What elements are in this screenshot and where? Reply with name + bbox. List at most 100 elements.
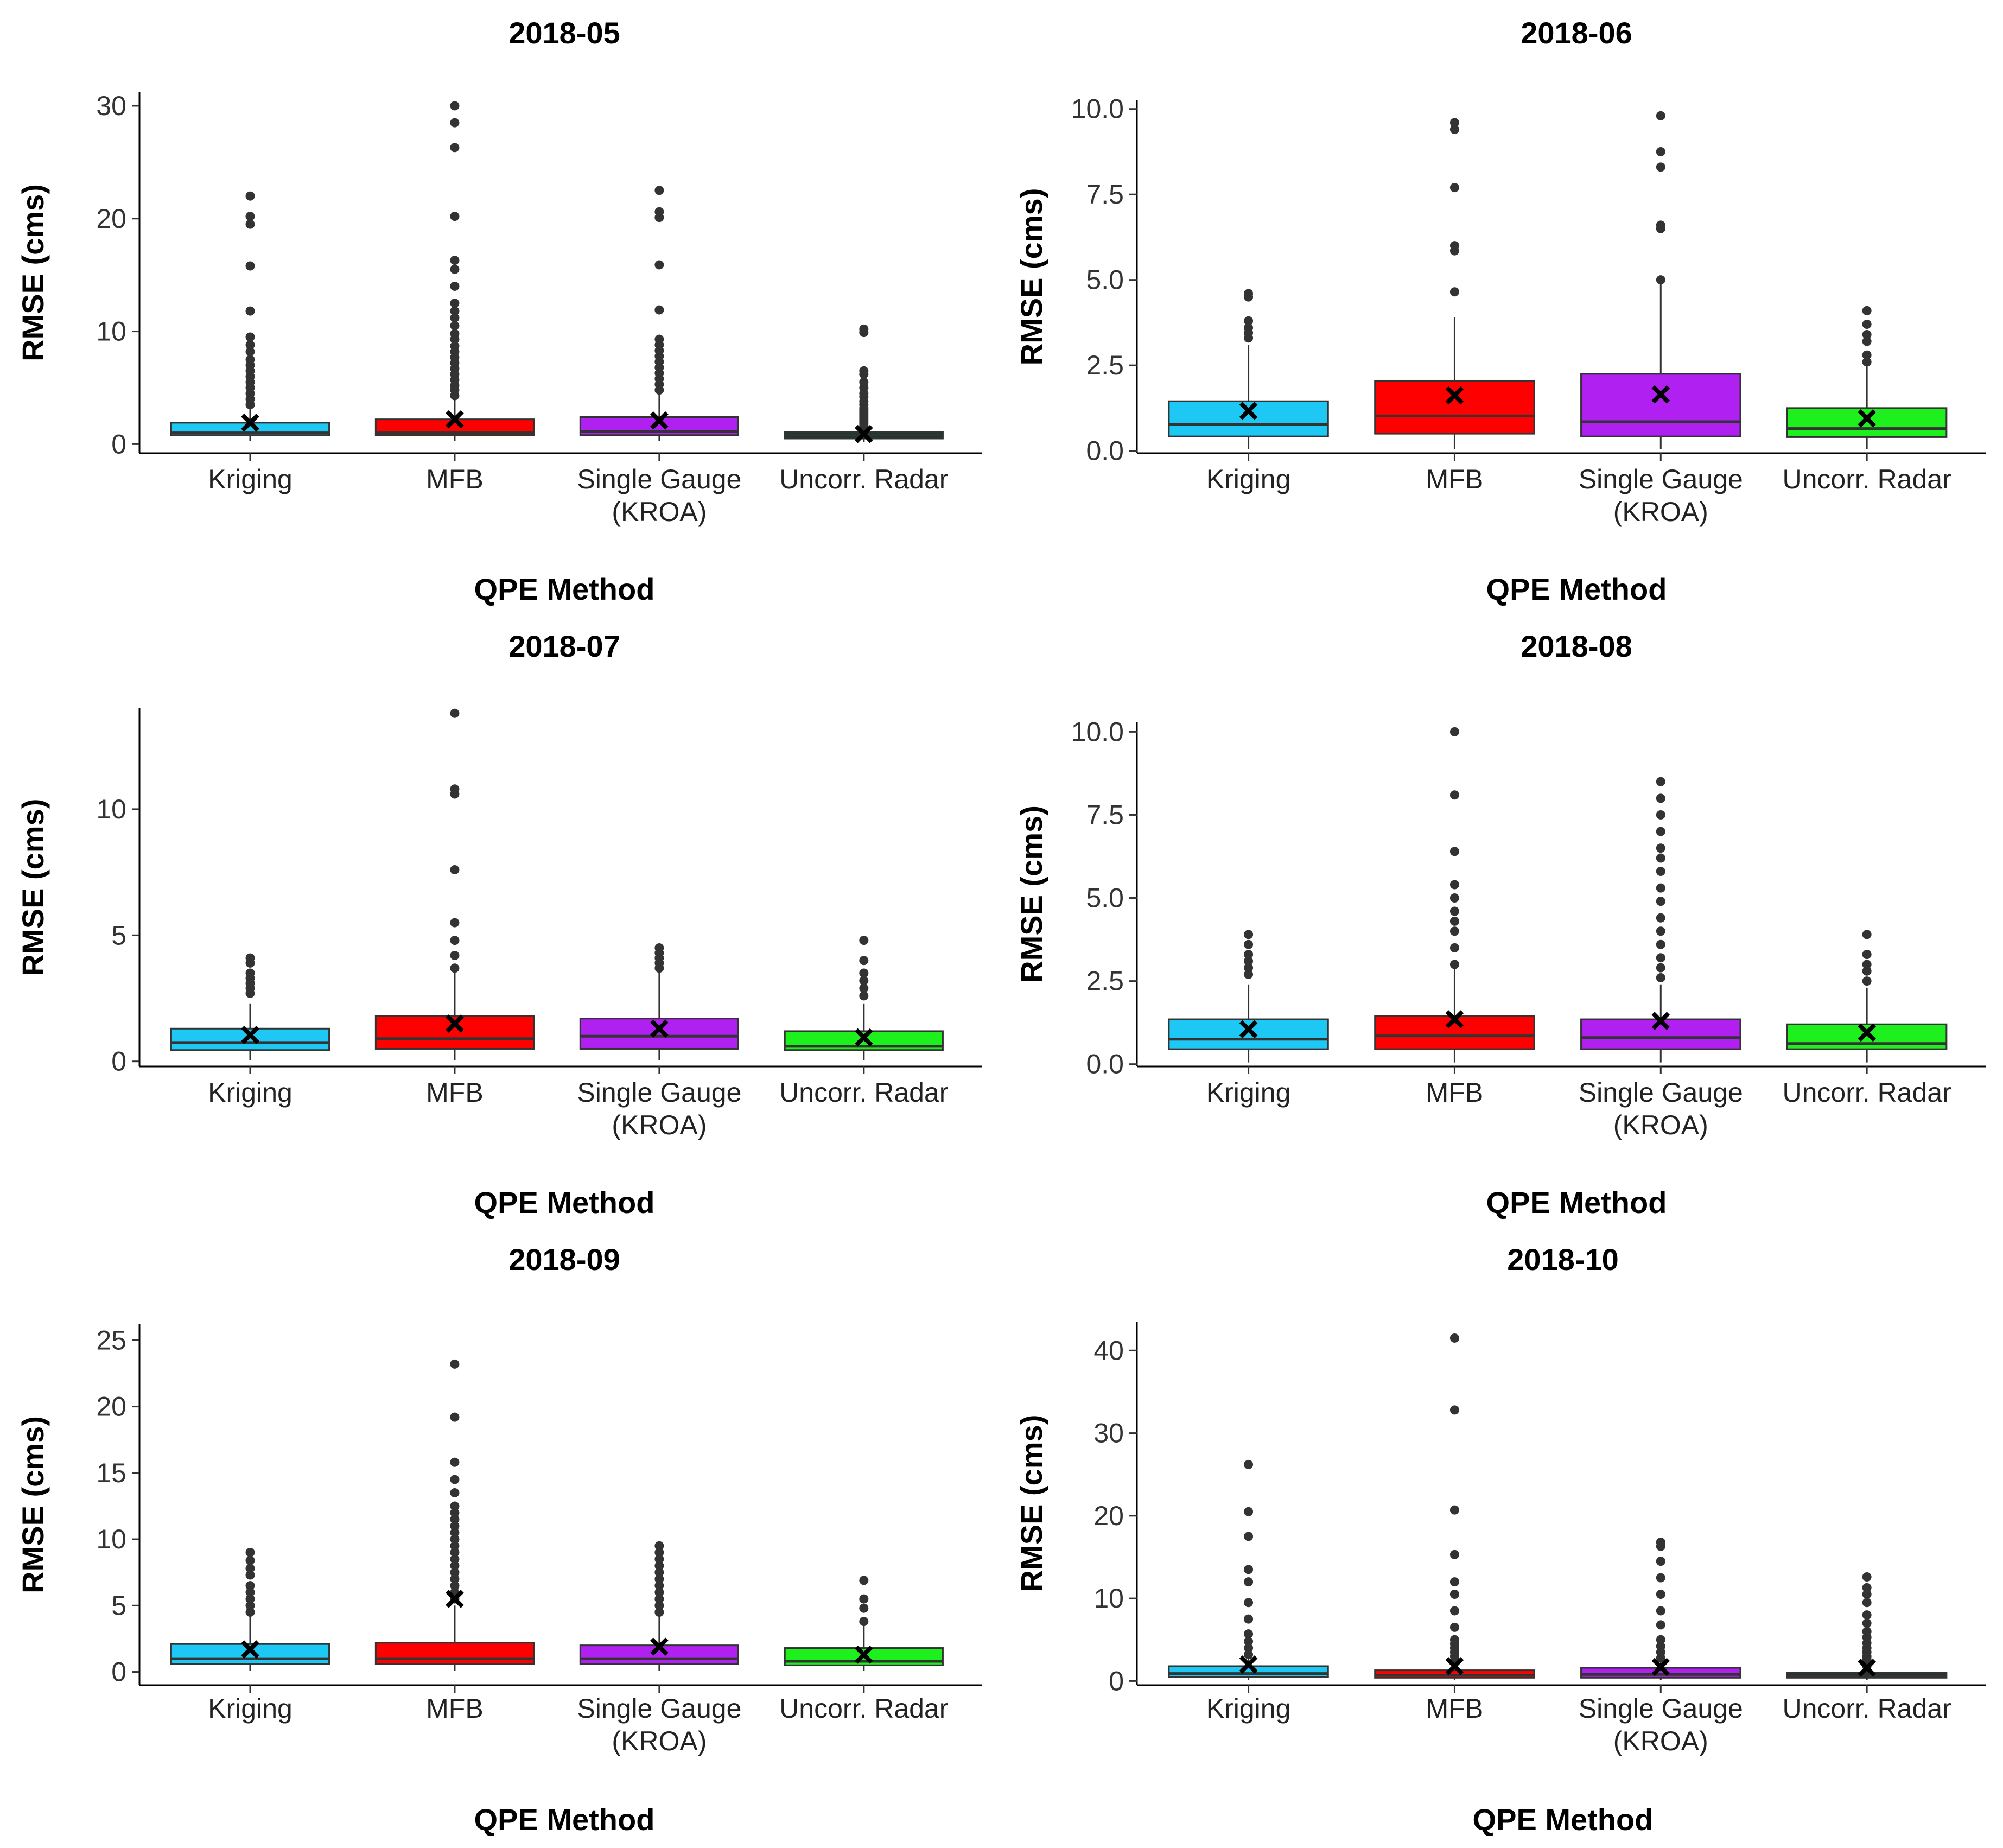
x-tick-label: MFB bbox=[1426, 1693, 1484, 1724]
outlier-point bbox=[1862, 950, 1872, 960]
x-tick-label: Single Gauge bbox=[577, 1693, 741, 1724]
outlier-point bbox=[859, 1617, 869, 1627]
mean-marker-stroke bbox=[446, 1590, 464, 1608]
x-tick-label: Single Gauge bbox=[1579, 1693, 1743, 1724]
box-group-Uncorr. Radar: Uncorr. Radar bbox=[779, 1576, 948, 1724]
y-tick-label: 25 bbox=[96, 1325, 126, 1355]
outlier-point bbox=[859, 983, 869, 993]
outlier-point bbox=[245, 1564, 255, 1573]
outlier-point bbox=[859, 968, 869, 978]
box-group-Kriging: Kriging bbox=[1168, 1459, 1329, 1724]
outlier-point bbox=[1244, 950, 1254, 960]
outlier-point bbox=[654, 186, 664, 195]
mean-marker-stroke bbox=[1858, 1659, 1876, 1677]
outlier-point bbox=[654, 1608, 664, 1617]
outlier-point bbox=[1656, 867, 1665, 877]
outlier-point bbox=[245, 212, 255, 221]
outlier-point bbox=[654, 1594, 664, 1604]
box-iqr bbox=[1580, 1018, 1741, 1050]
outlier-point bbox=[1449, 125, 1459, 135]
box-iqr bbox=[1786, 407, 1948, 438]
y-axis-title: RMSE (cms) bbox=[1014, 805, 1048, 983]
y-tick-label: 0 bbox=[1109, 1666, 1124, 1696]
x-tick-label: Single Gauge bbox=[1579, 1077, 1743, 1108]
mean-marker-stroke bbox=[1239, 1020, 1258, 1039]
outlier-point bbox=[450, 1554, 460, 1564]
x-axis-title: QPE Method bbox=[474, 1185, 655, 1220]
outlier-point bbox=[1449, 118, 1459, 128]
x-axis-title: QPE Method bbox=[474, 1802, 655, 1837]
x-tick-label: (KROA) bbox=[612, 1110, 707, 1140]
outlier-point bbox=[245, 1594, 255, 1604]
outlier-point bbox=[1244, 323, 1254, 333]
y-axis-title: RMSE (cms) bbox=[1014, 188, 1048, 366]
outlier-point bbox=[450, 1528, 460, 1538]
outlier-point bbox=[1449, 1549, 1459, 1559]
mean-marker-stroke bbox=[1239, 1655, 1258, 1674]
box-group-Single Gauge (KROA): Single Gauge(KROA) bbox=[1579, 111, 1743, 527]
outlier-point bbox=[1244, 1614, 1254, 1624]
box-iqr bbox=[1374, 379, 1535, 435]
outlier-point bbox=[1244, 1459, 1254, 1469]
outlier-point bbox=[1244, 1532, 1254, 1541]
chart-title: 2018-08 bbox=[1521, 629, 1632, 663]
outlier-point bbox=[1862, 1627, 1872, 1636]
outlier-point bbox=[1244, 939, 1254, 949]
mean-marker bbox=[1239, 1655, 1258, 1674]
outlier-point bbox=[450, 1359, 460, 1369]
outlier-point bbox=[1449, 241, 1459, 251]
box-group-Kriging: Kriging bbox=[170, 953, 330, 1108]
outlier-point bbox=[450, 212, 460, 221]
outlier-point bbox=[450, 963, 460, 973]
outlier-point bbox=[1656, 777, 1665, 786]
x-axis-title: QPE Method bbox=[1486, 1185, 1667, 1220]
box-group-MFB: MFB bbox=[1374, 1333, 1535, 1724]
outlier-point bbox=[654, 334, 664, 344]
outlier-point bbox=[1244, 963, 1254, 973]
x-tick-label: (KROA) bbox=[1613, 1110, 1708, 1140]
mean-marker-stroke bbox=[650, 1019, 669, 1038]
outlier-point bbox=[1862, 966, 1872, 976]
x-tick-label: Kriging bbox=[208, 1077, 292, 1108]
outlier-point bbox=[245, 968, 255, 978]
outlier-point bbox=[1449, 960, 1459, 969]
outlier-point bbox=[450, 1501, 460, 1511]
outlier-point bbox=[450, 1412, 460, 1422]
outlier-point bbox=[1449, 1333, 1459, 1343]
outlier-point bbox=[1449, 1590, 1459, 1599]
outlier-point bbox=[654, 943, 664, 953]
outlier-point bbox=[245, 1581, 255, 1591]
mean-marker-stroke bbox=[1445, 1657, 1464, 1675]
box-iqr bbox=[1786, 1023, 1948, 1050]
y-tick-label: 5.0 bbox=[1086, 265, 1124, 295]
x-tick-label: (KROA) bbox=[1613, 497, 1708, 527]
mean-marker bbox=[1239, 402, 1258, 420]
mean-marker bbox=[241, 1026, 259, 1044]
y-axis-title: RMSE (cms) bbox=[16, 1416, 50, 1593]
mean-marker bbox=[1239, 1020, 1258, 1039]
box-group-Kriging: Kriging bbox=[170, 1548, 330, 1724]
outlier-point bbox=[1244, 316, 1254, 326]
outlier-point bbox=[1656, 1635, 1665, 1644]
outlier-point bbox=[1244, 1577, 1254, 1587]
outlier-point bbox=[1449, 916, 1459, 926]
outlier-point bbox=[1244, 956, 1254, 966]
outlier-point bbox=[859, 936, 869, 945]
outlier-point bbox=[245, 1587, 255, 1597]
mean-marker-stroke bbox=[446, 410, 464, 429]
outlier-point bbox=[450, 341, 460, 351]
mean-marker bbox=[1445, 1010, 1464, 1028]
chart-title: 2018-09 bbox=[508, 1242, 620, 1277]
outlier-point bbox=[245, 355, 255, 365]
outlier-point bbox=[450, 936, 460, 945]
chart-panel-2018-06: 2018-06 0.0 2.5 5.0 7.5 10.0 RMSE (cms) QPE Met… bbox=[1014, 16, 1986, 606]
outlier-point bbox=[1449, 727, 1459, 736]
box-iqr bbox=[170, 1027, 330, 1051]
outlier-point bbox=[654, 1554, 664, 1564]
outlier-point bbox=[1862, 320, 1872, 329]
y-tick-label: 20 bbox=[96, 1392, 126, 1422]
x-tick-label: (KROA) bbox=[612, 1726, 707, 1756]
outlier-point bbox=[654, 1601, 664, 1610]
outlier-point bbox=[450, 1475, 460, 1484]
outlier-point bbox=[450, 1488, 460, 1497]
